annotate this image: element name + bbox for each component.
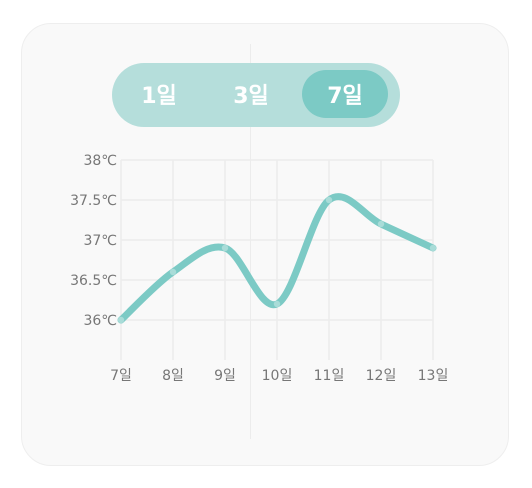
- y-tick-label: 36℃: [83, 313, 117, 329]
- data-point: [429, 244, 437, 252]
- x-tick-label: 11일: [314, 368, 345, 384]
- range-7day-button[interactable]: 7일: [302, 70, 388, 118]
- y-tick-label: 37.5℃: [70, 193, 117, 209]
- x-axis-ticks: 7일 8일 9일 10일 11일 12일 13일: [110, 368, 448, 384]
- y-tick-label: 38℃: [83, 153, 117, 169]
- y-tick-label: 36.5℃: [70, 273, 117, 289]
- range-1day-button[interactable]: 1일: [141, 84, 177, 109]
- center-divider: [250, 44, 251, 439]
- data-point: [221, 244, 229, 252]
- data-point: [169, 268, 177, 276]
- data-point: [117, 316, 125, 324]
- y-axis-ticks: 36℃ 36.5℃ 37℃ 37.5℃ 38℃: [70, 153, 117, 329]
- data-point: [273, 300, 281, 308]
- temperature-points: [117, 196, 437, 324]
- x-tick-label: 8일: [162, 368, 184, 384]
- x-tick-label: 10일: [262, 368, 293, 384]
- x-tick-label: 13일: [418, 368, 449, 384]
- x-tick-label: 12일: [366, 368, 397, 384]
- chart-grid: [120, 159, 434, 360]
- data-point: [377, 220, 385, 228]
- x-tick-label: 9일: [214, 368, 236, 384]
- range-3day-button[interactable]: 3일: [233, 84, 269, 109]
- data-point: [325, 196, 333, 204]
- range-selector: 1일 3일 7일: [112, 63, 400, 127]
- y-tick-label: 37℃: [83, 233, 117, 249]
- x-tick-label: 7일: [110, 368, 132, 384]
